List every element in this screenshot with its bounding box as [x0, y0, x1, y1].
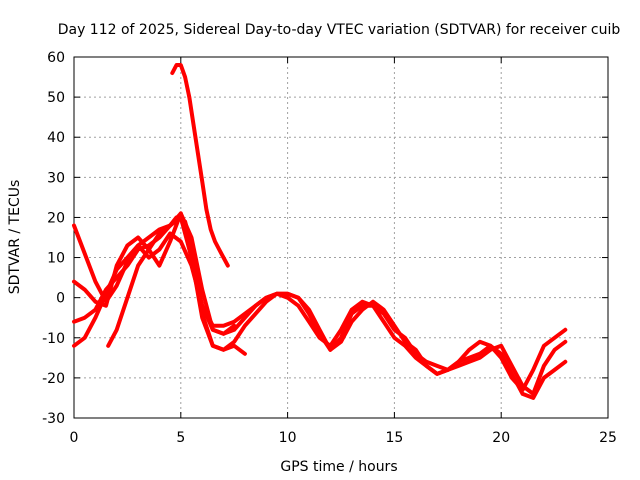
x-tick-label: 5	[176, 430, 185, 446]
x-tick-label: 25	[599, 430, 617, 446]
series-group	[72, 63, 568, 400]
y-tick-label: -30	[42, 411, 65, 427]
series-track-4	[72, 231, 568, 400]
grid	[74, 57, 608, 418]
y-tick-label: 30	[47, 170, 65, 186]
y-tick-label: 10	[47, 251, 65, 267]
y-tick-label: 40	[47, 130, 65, 146]
y-tick-label: 50	[47, 90, 65, 106]
x-tick-label: 15	[385, 430, 403, 446]
x-tick-label: 0	[70, 430, 79, 446]
y-tick-label: 60	[47, 50, 65, 66]
y-tick-label: -10	[42, 331, 65, 347]
x-tick-label: 20	[492, 430, 510, 446]
series-track-6	[170, 63, 230, 268]
x-tick-label: 10	[279, 430, 297, 446]
y-tick-label: 20	[47, 210, 65, 226]
plot-frame	[73, 56, 609, 419]
ticks: -30 -20 -10 0 10 20 30 40 50 60 0 5 10 15 20 25	[42, 50, 617, 446]
y-tick-label: -20	[42, 371, 65, 387]
y-tick-label: 0	[56, 291, 65, 307]
series-track-5	[106, 215, 568, 392]
chart-title: Day 112 of 2025, Sidereal Day-to-day VTE…	[58, 22, 621, 38]
y-axis-label: SDTVAR / TECUs	[7, 180, 23, 295]
x-axis-label: GPS time / hours	[280, 459, 397, 475]
